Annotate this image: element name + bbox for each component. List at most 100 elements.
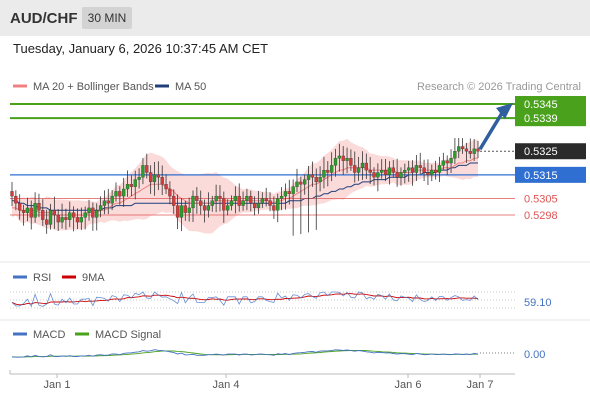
candle — [141, 158, 145, 185]
support-label: 0.5315 — [524, 170, 558, 182]
candle — [218, 185, 222, 212]
candle — [333, 148, 338, 177]
candle — [260, 192, 264, 208]
candle — [441, 152, 445, 171]
candle — [233, 186, 238, 214]
candle — [45, 209, 49, 234]
candle — [133, 170, 137, 200]
candle — [310, 161, 315, 187]
candle — [75, 208, 80, 230]
x-tick-label: Jan 7 — [467, 379, 494, 391]
candle — [356, 156, 361, 181]
macd-line — [11, 349, 479, 358]
candle — [391, 160, 395, 178]
candle — [29, 200, 33, 230]
x-tick-label: Jan 4 — [213, 379, 240, 391]
candle — [410, 160, 415, 186]
macd-legend-label: MACD — [33, 329, 65, 341]
rsi-ma-line — [11, 293, 479, 306]
candle — [364, 153, 368, 180]
candle — [64, 208, 68, 230]
candle — [472, 139, 476, 161]
macd-legend: MACD MACD Signal — [13, 329, 161, 341]
candle — [106, 188, 110, 215]
candle — [272, 196, 276, 219]
candle — [468, 138, 472, 159]
rsi-legend-label: RSI — [33, 272, 51, 284]
bollinger-band-layer — [12, 138, 478, 234]
candle — [191, 190, 195, 222]
candle — [283, 183, 288, 210]
candle — [368, 157, 372, 185]
candle — [426, 159, 430, 185]
candle — [179, 198, 184, 232]
resistance-label-box — [515, 110, 586, 127]
macd-signal-legend-label: MACD Signal — [95, 329, 161, 341]
candle — [437, 156, 442, 183]
candle — [457, 137, 461, 159]
candle — [291, 179, 295, 236]
candle — [476, 140, 480, 159]
ma20-legend-label: MA 20 + Bollinger Bands — [33, 81, 154, 93]
candle — [214, 184, 218, 213]
x-tick-label: Jan 6 — [395, 379, 422, 391]
candle — [14, 190, 18, 211]
support-label: 0.5305 — [524, 193, 558, 205]
candle — [330, 152, 334, 182]
candle — [341, 146, 345, 175]
candle — [195, 187, 199, 214]
candle — [60, 203, 64, 229]
candle — [360, 151, 365, 180]
credit-text: Research © 2026 Trading Central — [417, 81, 581, 93]
candle — [148, 165, 153, 194]
support-label-box — [515, 166, 586, 183]
rsi-legend: RSI 9MA — [13, 272, 105, 284]
candle — [83, 206, 87, 230]
candle — [241, 191, 245, 211]
candle — [287, 179, 291, 205]
candle — [279, 187, 284, 211]
candle — [98, 196, 103, 218]
candle — [202, 199, 207, 223]
rsi-ma-legend-label: 9MA — [82, 272, 105, 284]
candle — [380, 159, 384, 179]
candle — [403, 163, 407, 184]
candle — [183, 200, 187, 221]
forecast-arrow-layer — [478, 103, 513, 151]
candle — [303, 174, 307, 195]
candle — [21, 204, 26, 226]
candle — [137, 168, 141, 189]
resistance-label: 0.5339 — [524, 113, 558, 125]
candle — [145, 153, 149, 179]
symbol-title: AUD/CHF — [10, 10, 78, 27]
candle — [79, 207, 83, 230]
candle — [337, 143, 342, 172]
candle — [387, 161, 392, 185]
candle — [299, 176, 303, 235]
candle — [349, 149, 353, 171]
candle — [172, 189, 176, 214]
candle — [210, 195, 214, 212]
candles-layer — [10, 137, 480, 236]
candle — [326, 161, 330, 187]
rsi-last-value: 59.10 — [524, 297, 552, 309]
candle — [414, 155, 419, 181]
candle — [433, 160, 438, 180]
macd-lines-layer: 0.00 — [11, 349, 545, 361]
candle — [152, 162, 157, 196]
candle — [48, 203, 53, 230]
candle — [353, 151, 357, 183]
chart-header: AUD/CHF 30 MIN — [0, 0, 590, 36]
candle — [10, 182, 14, 207]
candle — [383, 159, 388, 182]
timeframe-badge[interactable]: 30 MIN — [82, 7, 132, 29]
candle — [306, 165, 311, 233]
candle — [18, 194, 22, 220]
candle — [399, 167, 403, 186]
candle — [68, 201, 72, 228]
candle — [199, 190, 203, 215]
x-axis-ticks: Jan 1 Jan 4 Jan 6 Jan 7 — [9, 370, 494, 391]
candle — [376, 163, 380, 192]
candle — [245, 188, 249, 211]
